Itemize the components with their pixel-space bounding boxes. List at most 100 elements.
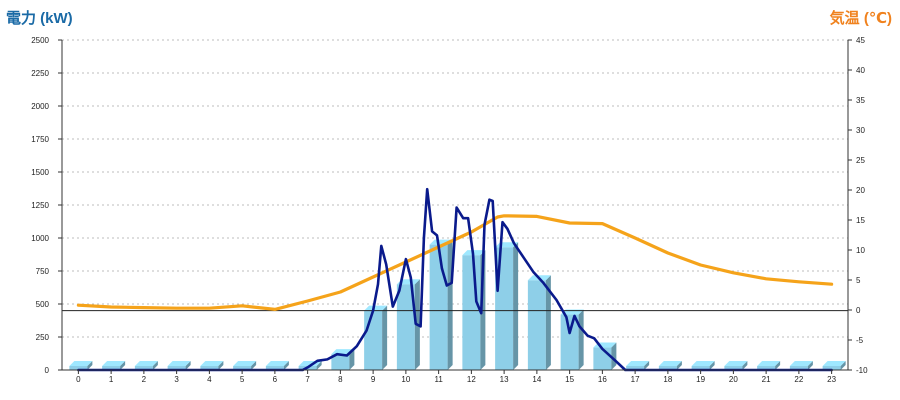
power-bar [822,361,846,370]
left-tick-label: 750 [36,267,50,276]
x-tick-label: 3 [174,375,179,384]
power-bar [396,279,420,370]
bar-side [742,361,748,370]
bar-front [429,244,448,370]
left-tick-label: 1000 [31,234,49,243]
bar-front [691,366,710,370]
bar-top [134,361,158,366]
bar-side [251,361,257,370]
bar-side [447,239,453,370]
left-tick-label: 1500 [31,168,49,177]
right-tick-label: 35 [856,96,865,105]
bar-side [611,342,617,370]
left-axis-title: 電力 (kW) [6,10,73,27]
bar-front [396,284,415,370]
x-tick-label: 22 [794,375,803,384]
bar-side [349,349,355,370]
bar-front [757,366,776,370]
left-tick-label: 0 [45,366,50,375]
power-bar [364,305,388,370]
bar-front [593,347,612,370]
power-bar [233,361,257,370]
bar-side [545,275,551,370]
bar-top [822,361,846,366]
bar-top [691,361,715,366]
bar-top [69,361,93,366]
x-tick-label: 2 [142,375,147,384]
bar-top [364,305,388,311]
bar-front [331,354,350,370]
bar-side [185,361,191,370]
bar-side [513,242,519,370]
x-tick-label: 11 [434,375,443,384]
bar-front [233,366,252,370]
bar-side [840,361,846,370]
x-tick-label: 23 [827,375,836,384]
x-tick-label: 1 [109,375,114,384]
bar-side [578,309,584,370]
bar-front [364,310,383,370]
right-tick-label: 30 [856,126,865,135]
bar-side [775,361,781,370]
bar-top [658,361,682,366]
power-bar [167,361,191,370]
x-tick-label: 16 [598,375,607,384]
bar-side [87,361,93,370]
x-tick-label: 4 [207,375,212,384]
bar-front [200,366,219,370]
left-tick-label: 2250 [31,69,49,78]
x-tick-label: 13 [500,375,509,384]
bar-side [709,361,715,370]
power-bars [69,239,846,370]
x-tick-label: 14 [532,375,541,384]
x-tick-label: 18 [663,375,672,384]
right-tick-label: 20 [856,186,865,195]
left-tick-label: 250 [36,333,50,342]
bar-front [626,366,645,370]
x-tick-label: 21 [762,375,771,384]
right-tick-label: 0 [856,306,861,315]
temperature-line [76,214,834,311]
left-tick-label: 2500 [31,36,49,45]
power-bar [724,361,748,370]
power-bar [593,342,617,370]
bar-top [233,361,257,366]
bar-top [167,361,191,366]
x-tick-label: 12 [467,375,476,384]
bar-top [724,361,748,366]
power-bar [658,361,682,370]
x-tick-label: 17 [631,375,640,384]
bar-front [69,366,88,370]
power-bar [200,361,224,370]
x-tick-label: 5 [240,375,245,384]
bar-front [167,366,186,370]
bar-top [626,361,650,366]
right-tick-label: 45 [856,36,865,45]
power-bar [265,361,289,370]
power-bar [789,361,813,370]
power-bar [560,309,584,370]
right-tick-label: -10 [856,366,868,375]
bar-front [265,366,284,370]
bar-side [382,305,388,370]
bar-front [102,366,121,370]
left-tick-label: 500 [36,300,50,309]
bar-front [789,366,808,370]
x-tick-label: 10 [401,375,410,384]
bar-front [658,366,677,370]
power-bar [69,361,93,370]
right-tick-label: 5 [856,276,861,285]
power-series [77,187,833,372]
right-tick-label: -5 [856,336,864,345]
bar-side [283,361,289,370]
bar-side [152,361,158,370]
power-bar [757,361,781,370]
power-bar [626,361,650,370]
bar-side [644,361,650,370]
temperature-series [76,214,834,311]
bar-front [462,255,481,370]
x-tick-label: 6 [273,375,278,384]
bar-front [822,366,841,370]
power-line [77,187,833,372]
